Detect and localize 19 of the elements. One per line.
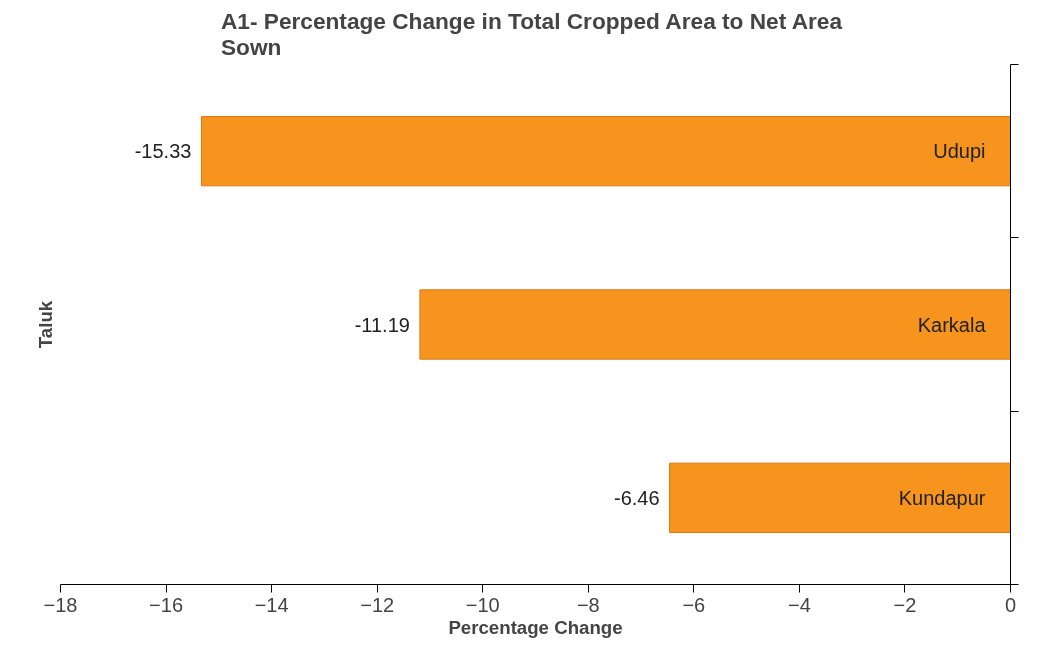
x-tick-label: −10 <box>465 593 500 616</box>
x-tick-label: −16 <box>149 593 184 616</box>
data-label: -6.46 <box>613 486 660 509</box>
y-axis-title: Taluk <box>34 300 56 349</box>
x-axis-title: Percentage Change <box>448 616 623 638</box>
x-tick-label: −18 <box>43 593 78 616</box>
x-tick-label: −12 <box>360 593 395 616</box>
x-tick-label: −4 <box>787 593 811 616</box>
x-tick-label: −6 <box>682 593 706 616</box>
y-tick-label: Karkala <box>917 313 987 336</box>
x-tick-label: 0 <box>1004 593 1017 616</box>
x-tick-label: −2 <box>893 593 917 616</box>
data-label: -15.33 <box>134 140 192 163</box>
y-tick-label: Udupi <box>933 140 986 163</box>
x-tick-label: −14 <box>254 593 289 616</box>
x-tick-label: −8 <box>576 593 600 616</box>
y-tick-label: Kundapur <box>898 486 986 509</box>
chart-title: A1- Percentage Change in Total Cropped Area to Net Area Sown <box>220 7 843 60</box>
data-label: -11.19 <box>354 313 410 336</box>
